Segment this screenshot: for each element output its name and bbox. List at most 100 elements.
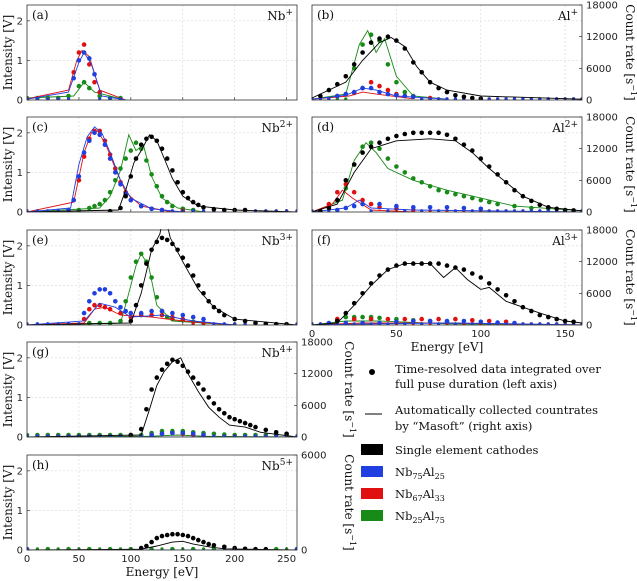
legend-label-single: Single element cathodes [395,443,539,457]
data-point-nb75 [360,201,365,207]
data-point-nb75 [180,430,186,436]
data-point-single [242,546,248,550]
data-point-single [546,314,551,320]
data-point-nb25 [113,178,118,183]
data-point-single [138,545,144,550]
data-point-single [461,142,467,147]
data-point-single [520,193,526,199]
data-point-nb75 [351,89,357,95]
data-point-single [394,133,399,139]
series-line-nb67 [27,306,235,325]
data-point-nb25 [159,193,165,199]
data-point-nb67 [486,318,492,324]
data-point-single [237,418,243,424]
data-point-single [211,304,217,310]
data-point-nb67 [419,316,425,322]
data-point-single [554,316,559,322]
data-point-single [232,316,237,322]
y2-tick-label: 18000 [586,113,618,124]
panel-g: 0 1 2 0 6000 12000 18000 (g) Nb4+ Intensity [V] Co… [1,338,357,444]
data-point-nb25 [394,164,399,169]
data-point-baseline [453,209,458,212]
data-point-nb67 [351,316,357,322]
data-point-nb25 [76,83,82,89]
panel-label: (c) [32,120,48,134]
data-point-baseline [538,322,542,325]
axes-frame [311,229,583,326]
data-point-nb25 [154,184,160,189]
data-point-single [144,136,149,142]
legend-swatch-nb25 [361,510,383,521]
data-point-nb25 [123,299,128,304]
panel-d: 0 6000 12000 18000 (d) Al2+ Count rate [s−1] [311,113,637,219]
data-point-nb25 [149,275,154,280]
panel-label: (a) [32,8,49,22]
legend-line-label: Automatically collected countrates [394,403,598,417]
data-point-single [351,300,357,306]
data-point-single [196,537,201,543]
data-point-nb25 [427,184,433,189]
data-point-nb75 [411,94,416,100]
data-point-baseline [504,209,508,212]
data-point-baseline [386,209,390,212]
data-point-nb75 [128,310,134,316]
data-point-baseline [46,97,50,100]
data-point-baseline [546,322,550,325]
data-point-nb67 [118,310,123,316]
data-point-nb75 [461,318,467,324]
data-point-nb67 [92,302,97,308]
data-point-single [419,130,425,136]
data-point-single [263,321,269,325]
data-point-nb75 [81,50,87,55]
data-point-nb75 [149,432,154,437]
data-point-single [436,130,441,136]
data-point-baseline [403,322,407,325]
data-point-nb67 [92,79,97,85]
data-point-single [180,363,186,369]
data-point-nb67 [377,83,382,89]
data-point-baseline [521,97,525,100]
data-point-nb25 [394,79,399,85]
data-point-single [284,431,289,437]
data-point-single [242,420,248,426]
data-point-single [335,81,340,87]
data-point-baseline [253,434,258,437]
data-point-single [201,291,206,296]
data-point-single [326,205,332,211]
data-point-baseline [108,97,112,100]
data-point-single [571,208,576,212]
data-point-single [185,195,191,201]
data-point-single [385,34,391,39]
data-point-single [159,146,165,151]
data-point-baseline [201,547,206,550]
data-point-single [206,299,211,304]
data-point-nb75 [201,316,206,322]
data-point-single [170,531,175,537]
data-point-single [107,208,113,212]
data-point-nb25 [343,314,349,320]
data-point-single [232,416,237,422]
y2-tick-label: 0 [586,321,592,332]
data-point-nb25 [461,193,467,199]
data-point-nb25 [92,203,97,209]
data-point-single [196,381,201,386]
data-point-baseline [512,209,517,212]
data-point-nb75 [343,320,349,325]
data-point-nb25 [128,148,134,153]
legend-label-nb75: Nb75Al25 [395,465,445,481]
data-point-single [128,174,134,179]
data-point-nb67 [335,189,340,195]
data-point-nb67 [436,316,441,322]
data-point-single [133,156,139,161]
data-point-nb75 [394,319,399,325]
data-point-single [427,79,433,85]
data-point-single [512,299,517,304]
data-point-nb67 [385,316,391,322]
series-line-single [27,229,297,325]
data-point-nb25 [107,189,113,195]
data-point-single [253,546,258,550]
data-point-nb75 [444,318,450,324]
data-point-single [486,164,492,169]
data-point-baseline [369,322,373,325]
data-point-nb25 [138,251,144,257]
